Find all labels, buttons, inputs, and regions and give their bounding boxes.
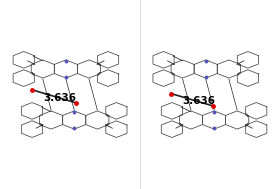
Text: 3.636: 3.636 [182, 96, 215, 106]
Text: 3.636: 3.636 [43, 93, 76, 102]
